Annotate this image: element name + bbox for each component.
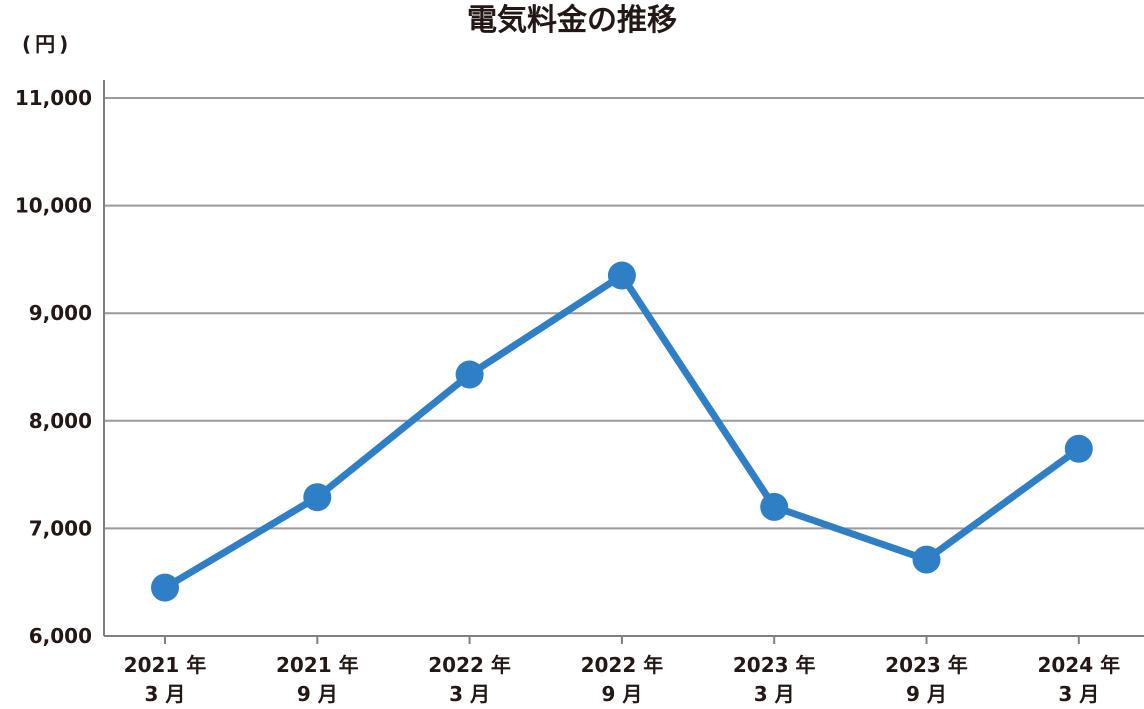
- x-tick-label-year: 2022 年: [581, 653, 664, 677]
- chart-title: 電気料金の推移: [467, 3, 677, 38]
- y-tick-labels: 6,000 7,000 8,000 9,000 10,000 11,000: [15, 86, 92, 648]
- axes: [103, 80, 1144, 644]
- y-tick-label: 8,000: [29, 409, 92, 433]
- x-tick-label-year: 2022 年: [428, 653, 511, 677]
- x-tick-label-month: 3 月: [449, 682, 490, 706]
- x-tick-label-month: 9 月: [601, 682, 642, 706]
- data-point: [760, 492, 789, 521]
- x-tick-labels: 2021 年 3 月 2021 年 9 月 2022 年 3 月 2022 年 9 月 2023…: [124, 653, 1120, 706]
- data-point: [455, 360, 484, 389]
- x-tick-label-year: 2024 年: [1037, 653, 1120, 677]
- series-line: [161, 272, 1083, 592]
- x-tick-label-year: 2021 年: [276, 653, 359, 677]
- data-point: [303, 483, 332, 512]
- data-point: [607, 261, 636, 290]
- y-tick-label: 10,000: [15, 194, 92, 218]
- x-tick-label-year: 2021 年: [124, 653, 207, 677]
- y-axis-unit-label: (円): [22, 32, 73, 56]
- x-tick-label-month: 3 月: [1058, 682, 1099, 706]
- grid-lines: [104, 97, 1144, 530]
- x-tick-label-month: 9 月: [297, 682, 338, 706]
- y-tick-label: 6,000: [29, 624, 92, 648]
- data-point: [912, 545, 941, 574]
- x-tick-label-month: 9 月: [906, 682, 947, 706]
- x-tick-label-year: 2023 年: [885, 653, 968, 677]
- y-tick-label: 11,000: [15, 86, 92, 110]
- y-tick-label: 9,000: [29, 301, 92, 325]
- x-tick-label-month: 3 月: [754, 682, 795, 706]
- x-tick-label-month: 3 月: [145, 682, 186, 706]
- data-point: [1064, 434, 1093, 463]
- x-tick-label-year: 2023 年: [733, 653, 816, 677]
- y-tick-label: 7,000: [29, 516, 92, 540]
- data-point: [151, 573, 179, 602]
- data-series: [151, 261, 1093, 602]
